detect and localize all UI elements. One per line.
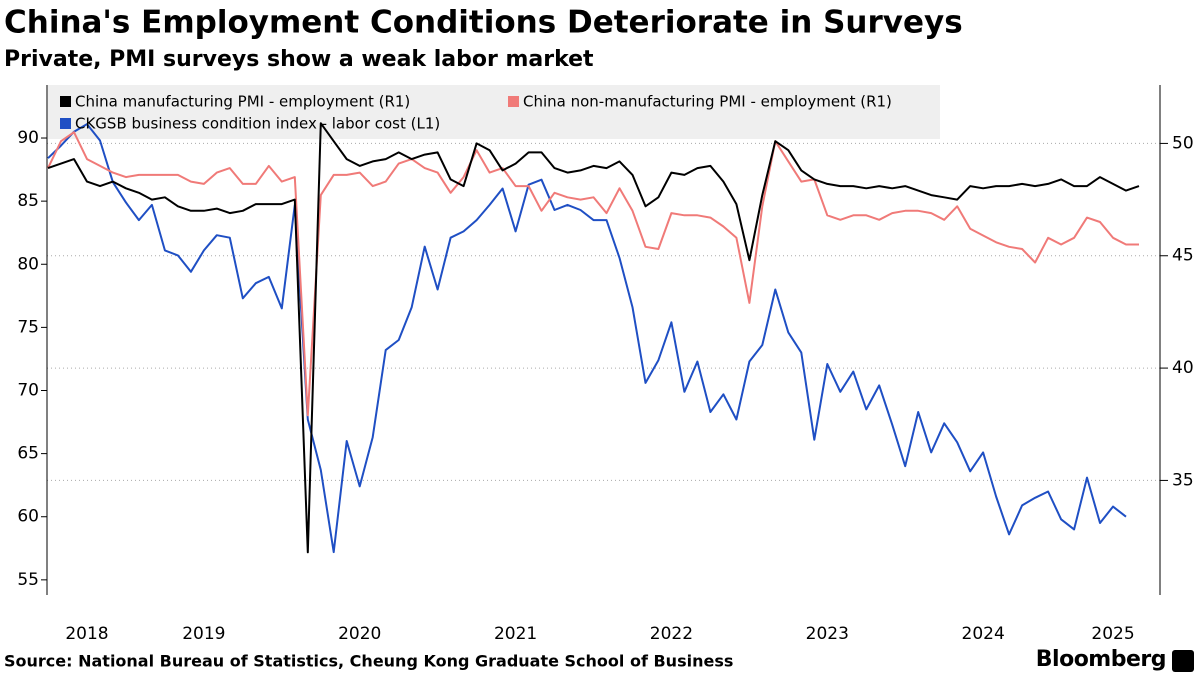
- line-series: [47, 131, 1139, 417]
- brand: Bloomberg: [1036, 647, 1166, 672]
- y-tick-label: 55: [17, 570, 39, 590]
- y-tick-label: 60: [17, 507, 39, 527]
- y-tick-label: 75: [17, 317, 39, 337]
- legend-swatch: [60, 118, 71, 129]
- y2-tick-label: 45: [1172, 246, 1194, 266]
- legend-box: [48, 85, 940, 139]
- line-series: [47, 123, 1127, 554]
- x-tick-label: 2024: [962, 624, 1005, 644]
- y-tick-label: 85: [17, 191, 39, 211]
- line-series: [47, 122, 1140, 554]
- source: Source: National Bureau of Statistics, C…: [4, 652, 733, 671]
- brand-icon: [1172, 650, 1194, 672]
- x-tick-label: 2025: [1091, 624, 1134, 644]
- chart-title: China's Employment Conditions Deteriorat…: [4, 5, 963, 41]
- legend-swatch: [60, 96, 71, 107]
- y2-tick-label: 50: [1172, 133, 1194, 153]
- y-tick-label: 80: [17, 254, 39, 274]
- legend-label: China non-manufacturing PMI - employment…: [523, 93, 892, 111]
- legend-swatch: [508, 96, 519, 107]
- x-tick-label: 2020: [338, 624, 381, 644]
- y-tick-label: 65: [17, 444, 39, 464]
- y2-tick-label: 35: [1172, 470, 1194, 490]
- legend-label: China manufacturing PMI - employment (R1…: [75, 93, 410, 111]
- x-tick-label: 2021: [494, 624, 537, 644]
- x-tick-label: 2018: [65, 624, 108, 644]
- legend-label: CKGSB business condition index - labor c…: [75, 115, 440, 133]
- chart-subtitle: Private, PMI surveys show a weak labor m…: [4, 47, 594, 72]
- y2-tick-label: 40: [1172, 358, 1194, 378]
- x-tick-label: 2019: [182, 624, 225, 644]
- x-tick-label: 2023: [806, 624, 849, 644]
- y-tick-label: 90: [17, 128, 39, 148]
- y-tick-label: 70: [17, 380, 39, 400]
- x-tick-label: 2022: [650, 624, 693, 644]
